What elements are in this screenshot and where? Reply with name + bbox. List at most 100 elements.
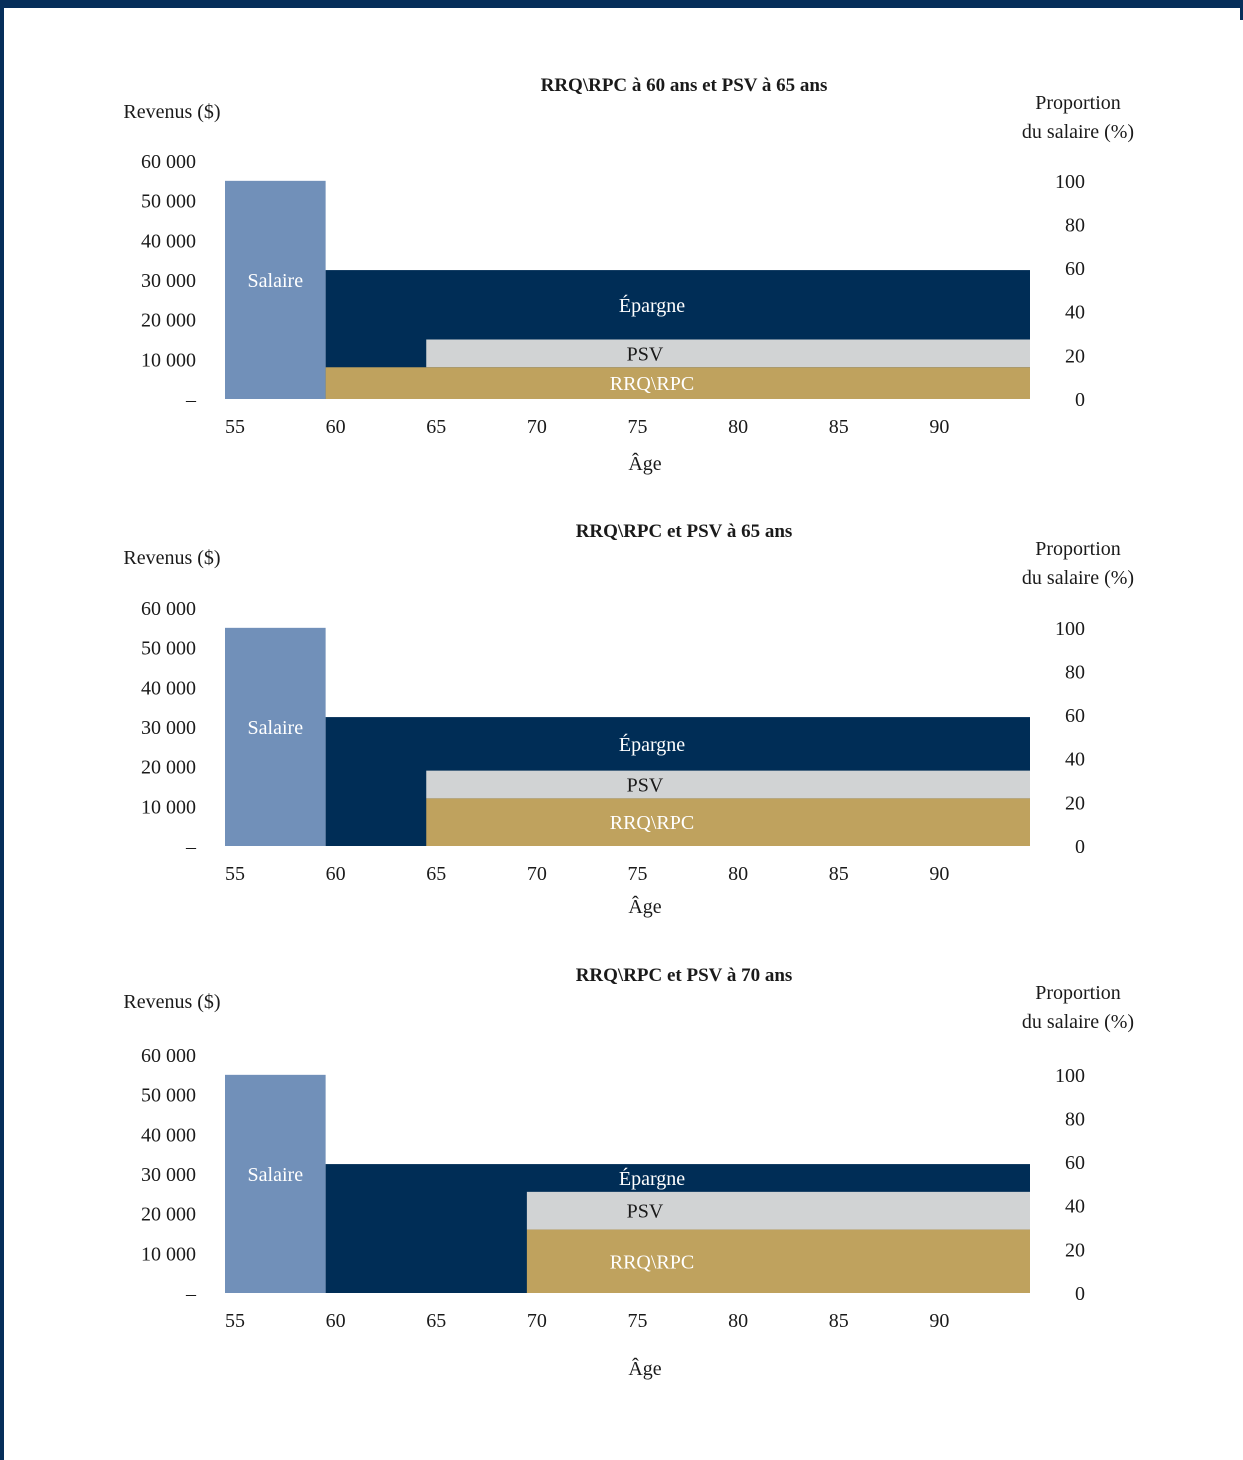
y-axis-label: Revenus ($): [123, 101, 220, 123]
x-tick-label: 90: [929, 416, 949, 438]
bar-label-salaire: Salaire: [248, 270, 304, 292]
x-tick-label: 75: [628, 416, 648, 438]
x-tick-label: 70: [527, 416, 547, 438]
y-tick-label: –: [185, 836, 197, 858]
y2-tick-label: 100: [1055, 618, 1085, 640]
bar-salaire: [225, 1074, 326, 1293]
left-frame-rule: [0, 0, 4, 1460]
bar-label-rrq: RRQ\RPC: [610, 373, 694, 395]
y-tick-label: –: [185, 389, 197, 411]
bar-label-epargne: Épargne: [619, 733, 685, 756]
bar-rrq: [325, 367, 1030, 399]
y2-tick-label: 60: [1065, 705, 1085, 727]
bar-label-psv: PSV: [627, 343, 664, 365]
y-tick-label: 10 000: [141, 796, 196, 818]
bar-label-rrq: RRQ\RPC: [610, 1251, 694, 1273]
y-tick-label: 50 000: [141, 1085, 196, 1107]
y-tick-label: 30 000: [141, 717, 196, 739]
x-tick-label: 65: [426, 416, 446, 438]
x-tick-label: 55: [225, 416, 245, 438]
x-axis-label: Âge: [628, 1357, 661, 1380]
top-frame-bar: [0, 0, 1243, 8]
x-tick-label: 90: [929, 1310, 949, 1332]
chart-1: RRQ\RPC à 60 ans et PSV à 65 ans Revenus …: [123, 75, 1134, 475]
bar-salaire: [225, 180, 326, 399]
x-tick-label: 70: [527, 863, 547, 885]
y-tick-label: 50 000: [141, 191, 196, 213]
y2-tick-label: 40: [1065, 1196, 1085, 1218]
x-tick-label: 60: [326, 416, 346, 438]
x-tick-label: 60: [326, 1310, 346, 1332]
y-tick-label: 10 000: [141, 349, 196, 371]
x-tick-label: 70: [527, 1310, 547, 1332]
y2-tick-label: 40: [1065, 302, 1085, 324]
x-tick-label: 65: [426, 1310, 446, 1332]
x-tick-label: 65: [426, 863, 446, 885]
y-tick-label: 40 000: [141, 1124, 196, 1146]
y2-axis-label-line1: Proportion: [1035, 538, 1121, 560]
y2-tick-label: 60: [1065, 258, 1085, 280]
y-tick-label: 20 000: [141, 310, 196, 332]
x-tick-label: 80: [728, 416, 748, 438]
bar-label-psv: PSV: [627, 775, 664, 797]
y-tick-label: 20 000: [141, 757, 196, 779]
y2-tick-label: 80: [1065, 661, 1085, 683]
y2-tick-label: 100: [1055, 171, 1085, 193]
chart-title: RRQ\RPC et PSV à 65 ans: [576, 521, 793, 542]
x-tick-label: 55: [225, 1310, 245, 1332]
y2-tick-label: 80: [1065, 214, 1085, 236]
y-tick-label: 40 000: [141, 230, 196, 252]
chart-2: RRQ\RPC et PSV à 65 ans Revenus ($) Propor…: [123, 521, 1134, 918]
y2-axis-label-line1: Proportion: [1035, 92, 1121, 114]
y2-axis-label-line1: Proportion: [1035, 982, 1121, 1004]
bar-label-epargne: Épargne: [619, 294, 685, 317]
bar-label-psv: PSV: [627, 1201, 664, 1223]
bar-rrq: [426, 798, 1030, 846]
bar-label-epargne: Épargne: [619, 1167, 685, 1190]
y2-tick-label: 100: [1055, 1065, 1085, 1087]
y-tick-label: 60 000: [141, 598, 196, 620]
x-tick-label: 80: [728, 1310, 748, 1332]
bar-label-salaire: Salaire: [248, 1164, 304, 1186]
y-axis-label: Revenus ($): [123, 547, 220, 569]
y2-tick-label: 0: [1075, 389, 1085, 411]
x-tick-label: 75: [628, 1310, 648, 1332]
y-tick-label: 10 000: [141, 1243, 196, 1265]
y-tick-label: 30 000: [141, 1164, 196, 1186]
y2-tick-label: 40: [1065, 749, 1085, 771]
y2-axis-label-line2: du salaire (%): [1022, 121, 1134, 143]
y-tick-label: 20 000: [141, 1204, 196, 1226]
y2-tick-label: 20: [1065, 792, 1085, 814]
x-tick-label: 85: [829, 416, 849, 438]
y2-tick-label: 0: [1075, 1283, 1085, 1305]
bar-label-salaire: Salaire: [248, 717, 304, 739]
x-tick-label: 85: [829, 1310, 849, 1332]
x-tick-label: 55: [225, 863, 245, 885]
right-frame-rule: [1240, 0, 1243, 20]
y-tick-label: 60 000: [141, 151, 196, 173]
bar-salaire: [225, 627, 326, 846]
y-tick-label: 50 000: [141, 638, 196, 660]
y-tick-label: 40 000: [141, 677, 196, 699]
bar-psv: [426, 339, 1030, 368]
y-tick-label: 60 000: [141, 1045, 196, 1067]
x-tick-label: 85: [829, 863, 849, 885]
y2-tick-label: 60: [1065, 1152, 1085, 1174]
bar-psv: [526, 1191, 1030, 1230]
chart-title: RRQ\RPC et PSV à 70 ans: [576, 965, 793, 986]
x-tick-label: 80: [728, 863, 748, 885]
x-tick-label: 90: [929, 863, 949, 885]
x-axis-label: Âge: [628, 895, 661, 918]
y2-axis-label-line2: du salaire (%): [1022, 567, 1134, 589]
y2-axis-label-line2: du salaire (%): [1022, 1011, 1134, 1033]
y-tick-label: –: [185, 1283, 197, 1305]
y2-tick-label: 80: [1065, 1108, 1085, 1130]
x-axis-label: Âge: [628, 452, 661, 475]
y2-tick-label: 20: [1065, 345, 1085, 367]
bar-psv: [426, 770, 1030, 799]
y-tick-label: 30 000: [141, 270, 196, 292]
x-tick-label: 60: [326, 863, 346, 885]
bar-label-rrq: RRQ\RPC: [610, 812, 694, 834]
chart-3: RRQ\RPC et PSV à 70 ans Revenus ($) Propor…: [123, 965, 1134, 1380]
y2-tick-label: 0: [1075, 836, 1085, 858]
